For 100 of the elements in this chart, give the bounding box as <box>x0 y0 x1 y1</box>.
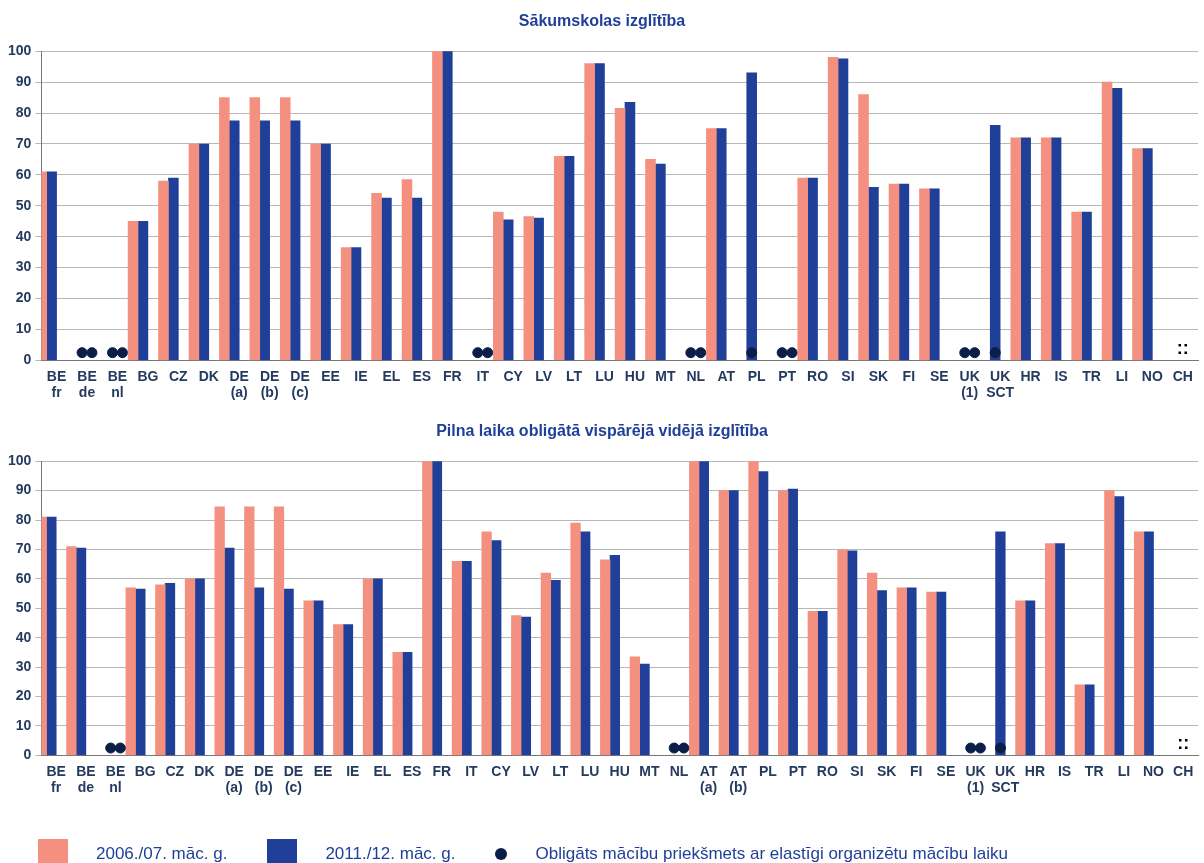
x-tick-label: PT <box>788 762 808 779</box>
x-tick-label: IT <box>476 367 490 384</box>
bar <box>926 591 937 756</box>
x-tick-label: BE de <box>77 367 97 401</box>
bar <box>540 572 552 756</box>
bar <box>1104 490 1115 756</box>
x-tick-label: ES <box>412 367 432 384</box>
x-tick-label: HR <box>1024 762 1045 779</box>
bar <box>1054 543 1065 756</box>
x-tick-label: EE <box>321 367 340 384</box>
x-tick-label: HU <box>609 762 630 779</box>
legend-label: Obligāts mācību priekšmets ar elastīgi organizētu mācību laiku <box>535 844 1008 863</box>
x-tick-label: LU <box>580 762 600 779</box>
x-tick-label: LV <box>522 762 540 779</box>
bar <box>584 63 595 361</box>
x-tick-label: BE nl <box>107 367 128 401</box>
bar <box>137 220 149 361</box>
x-tick-label: LT <box>552 762 569 779</box>
legend-label: 2006./07. māc. g. <box>96 844 228 863</box>
x-tick-label: MT <box>639 762 660 779</box>
bar <box>219 97 230 361</box>
chart-title: Sākumskolas izglītība <box>518 12 686 30</box>
bar <box>228 120 240 361</box>
bar <box>168 177 179 361</box>
bar <box>1081 211 1092 361</box>
bar <box>1142 148 1153 361</box>
bar <box>259 120 270 361</box>
x-tick-label: LU <box>595 367 614 384</box>
y-tick-label: 80 <box>15 510 32 527</box>
bar <box>188 143 200 361</box>
x-tick-label: DE (c) <box>283 762 304 796</box>
bar <box>279 97 291 361</box>
x-tick-label: EL <box>373 762 392 779</box>
x-tick-label: NO <box>1141 367 1163 384</box>
bar <box>1020 137 1031 361</box>
x-tick-label: TR <box>1084 762 1104 779</box>
bar <box>689 461 700 756</box>
bar <box>570 522 581 756</box>
x-tick-label: SK <box>876 762 897 779</box>
x-tick-label: CY <box>491 762 512 779</box>
bar <box>629 656 641 756</box>
bar <box>1101 81 1113 361</box>
bar <box>1132 148 1143 361</box>
bar <box>858 94 869 361</box>
y-tick-label: 0 <box>23 351 32 368</box>
x-tick-label: BG <box>137 367 159 384</box>
bar <box>333 624 344 756</box>
x-tick-label: SK <box>868 367 889 384</box>
bar <box>1133 531 1145 756</box>
bar <box>533 217 544 361</box>
chart-title: Pilna laika obligātā vispārējā vidējā izglītība <box>436 422 768 440</box>
bar <box>442 51 453 361</box>
bar <box>158 180 169 361</box>
y-tick-label: 50 <box>15 599 32 616</box>
bar <box>432 51 443 361</box>
x-tick-label: PT <box>778 367 797 384</box>
bar <box>639 663 650 756</box>
y-tick-label: 30 <box>15 658 32 674</box>
x-tick-label: NL <box>686 367 706 384</box>
x-tick-label: UK (1) <box>959 367 980 401</box>
x-tick-label: UK SCT <box>991 762 1020 796</box>
x-tick-label: SI <box>841 367 855 384</box>
x-tick-label: BE fr <box>46 367 67 401</box>
bar <box>283 588 294 756</box>
bar <box>624 101 636 361</box>
x-tick-label: CH <box>1173 762 1194 779</box>
y-tick-label: 70 <box>15 540 32 557</box>
x-tick-label: BG <box>134 762 156 779</box>
x-tick-label: DK <box>194 762 215 779</box>
y-tick-label: 10 <box>15 320 32 337</box>
bar <box>1074 684 1085 756</box>
bar <box>868 186 879 361</box>
x-tick-label: HU <box>624 367 646 384</box>
x-tick-label: PL <box>747 367 767 384</box>
x-tick-label: DE (a) <box>229 367 249 401</box>
x-tick-label: DE (a) <box>224 762 244 796</box>
bar <box>461 560 472 756</box>
x-tick-label: IE <box>346 762 360 779</box>
y-tick-label: 40 <box>15 227 32 244</box>
annotation: :: <box>1176 338 1189 359</box>
bar <box>392 652 403 756</box>
x-tick-label: FI <box>910 762 923 779</box>
bar <box>563 156 575 361</box>
x-tick-label: UK (1) <box>965 762 986 796</box>
y-tick-label: 60 <box>15 569 32 586</box>
bar <box>827 57 839 361</box>
x-tick-label: DE (b) <box>254 762 274 796</box>
bar <box>748 461 759 756</box>
bar <box>244 506 255 756</box>
bar <box>655 163 666 361</box>
bar <box>706 128 717 361</box>
bar <box>342 624 354 756</box>
bar <box>184 578 196 756</box>
x-tick-label: DK <box>198 367 219 384</box>
bar <box>807 610 818 756</box>
bar <box>906 587 917 756</box>
x-tick-label: EL <box>382 367 401 384</box>
bar <box>728 490 739 756</box>
bar <box>1084 684 1095 756</box>
x-tick-label: LI <box>1115 367 1129 384</box>
